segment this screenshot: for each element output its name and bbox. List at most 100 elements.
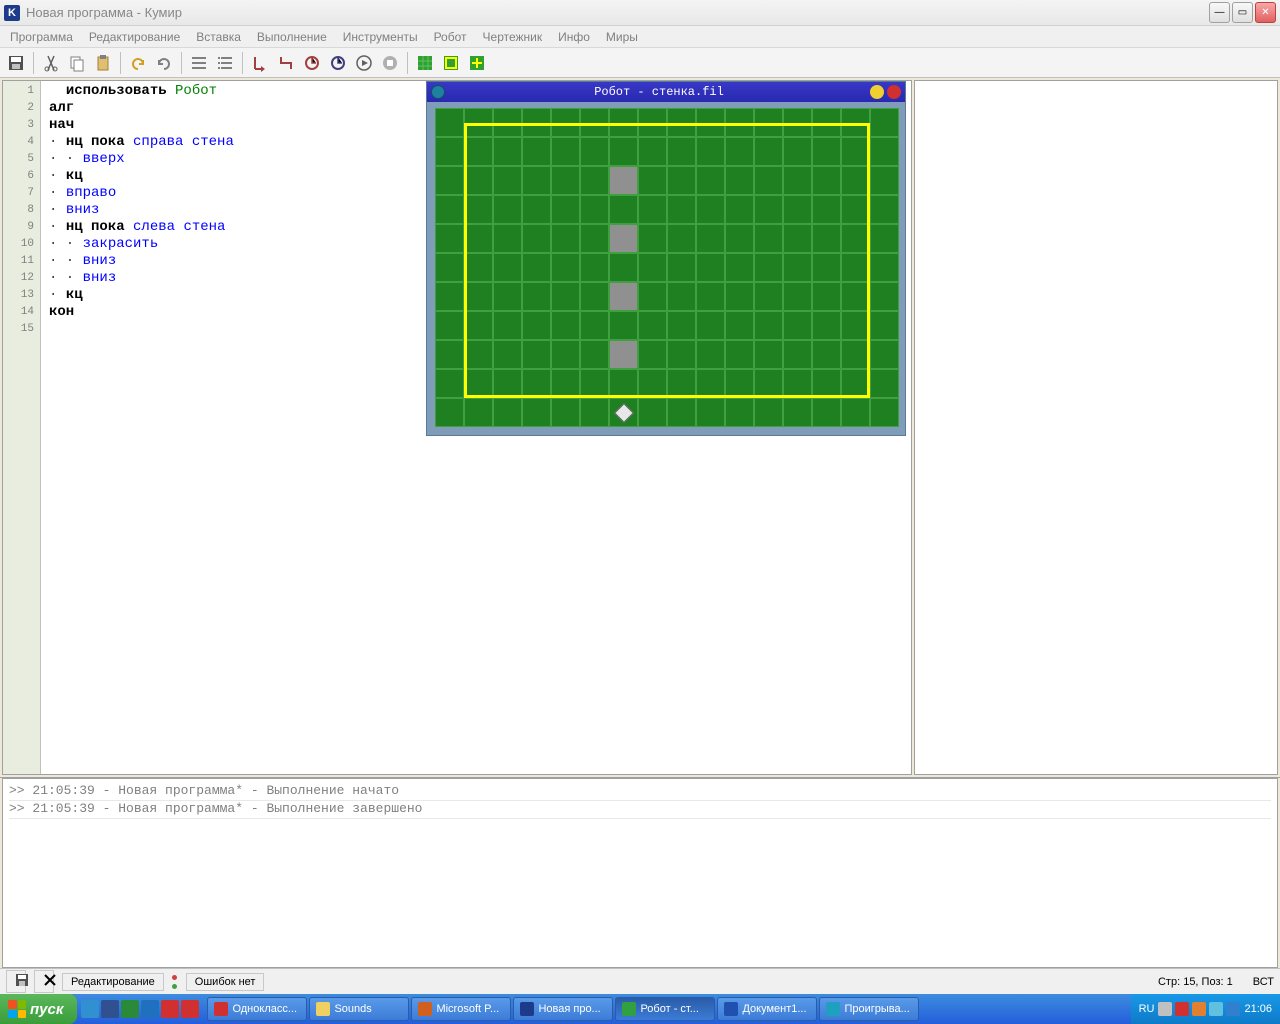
grid-cell	[464, 311, 493, 340]
taskbar: пуск Однокласс... Sounds Microsoft P...Нов…	[0, 994, 1280, 1024]
grid-cell	[812, 108, 841, 137]
grid-cell	[493, 282, 522, 311]
menu-редактирование[interactable]: Редактирование	[83, 28, 186, 46]
grid-cell	[464, 340, 493, 369]
grid-cell	[551, 369, 580, 398]
menu-вставка[interactable]: Вставка	[190, 28, 247, 46]
trace1-button[interactable]	[300, 51, 324, 75]
taskbar-task[interactable]: Проигрыва...	[819, 997, 919, 1021]
trace2-button[interactable]	[326, 51, 350, 75]
robot-minimize-button[interactable]	[870, 85, 884, 99]
taskbar-task[interactable]: Sounds	[309, 997, 409, 1021]
save-button[interactable]	[4, 51, 28, 75]
menu-инфо[interactable]: Инфо	[552, 28, 596, 46]
quick-launch-icon[interactable]	[101, 1000, 119, 1018]
robot-titlebar[interactable]: Робот - стенка.fil	[427, 82, 905, 102]
grid-cell	[435, 108, 464, 137]
taskbar-task[interactable]: Робот - ст...	[615, 997, 715, 1021]
menu-робот[interactable]: Робот	[428, 28, 473, 46]
step-in-button[interactable]	[248, 51, 272, 75]
menu-инструменты[interactable]: Инструменты	[337, 28, 424, 46]
menu-выполнение[interactable]: Выполнение	[251, 28, 333, 46]
tray-icon[interactable]	[1175, 1002, 1189, 1016]
menu-программа[interactable]: Программа	[4, 28, 79, 46]
code-editor[interactable]: Робот - стенка.fil использовать Роботалг…	[41, 81, 911, 774]
menu-миры[interactable]: Миры	[600, 28, 644, 46]
grid-cell	[696, 195, 725, 224]
tray-lang[interactable]: RU	[1139, 1003, 1155, 1015]
filled-cell	[609, 166, 638, 195]
grid-cell	[812, 253, 841, 282]
grid-green-button[interactable]	[413, 51, 437, 75]
grid-cell	[667, 311, 696, 340]
grid-cell	[667, 253, 696, 282]
tray-icon[interactable]	[1209, 1002, 1223, 1016]
redo-button[interactable]	[152, 51, 176, 75]
list2-button[interactable]	[213, 51, 237, 75]
taskbar-task[interactable]: Однокласс...	[207, 997, 307, 1021]
grid-cell	[638, 282, 667, 311]
list1-button[interactable]	[187, 51, 211, 75]
grid-cell	[464, 282, 493, 311]
close-button[interactable]: ✕	[1255, 2, 1276, 23]
grid-cell	[812, 398, 841, 427]
quick-launch-icon[interactable]	[81, 1000, 99, 1018]
taskbar-task[interactable]: Документ1...	[717, 997, 817, 1021]
grid-cell	[435, 369, 464, 398]
grid-cell	[522, 195, 551, 224]
line-number: 1	[3, 83, 40, 100]
undo-button[interactable]	[126, 51, 150, 75]
quick-launch-icon[interactable]	[181, 1000, 199, 1018]
grid-cell	[754, 398, 783, 427]
grid-cell	[435, 340, 464, 369]
task-icon	[724, 1002, 738, 1016]
grid-cell	[638, 253, 667, 282]
run-button[interactable]	[352, 51, 376, 75]
quick-launch-icon[interactable]	[161, 1000, 179, 1018]
task-label: Sounds	[334, 1003, 371, 1015]
save-icon[interactable]	[6, 970, 26, 993]
grid-cell	[725, 282, 754, 311]
grid-cell	[870, 282, 899, 311]
tray-clock[interactable]: 21:06	[1244, 1003, 1272, 1015]
grid-cell	[783, 253, 812, 282]
robot-window[interactable]: Робот - стенка.fil	[426, 81, 906, 436]
line-number: 15	[3, 321, 40, 338]
window-title: Новая программа - Кумир	[26, 5, 1209, 20]
grid-plus-button[interactable]	[465, 51, 489, 75]
grid-cell	[551, 195, 580, 224]
robot-window-title: Робот - стенка.fil	[451, 85, 867, 99]
robot-close-button[interactable]	[887, 85, 901, 99]
quick-launch-icon[interactable]	[121, 1000, 139, 1018]
minimize-button[interactable]: —	[1209, 2, 1230, 23]
tray-icon[interactable]	[1192, 1002, 1206, 1016]
grid-cell	[638, 311, 667, 340]
cut-button[interactable]	[39, 51, 63, 75]
tray-icon[interactable]	[1226, 1002, 1240, 1016]
grid-cell	[870, 369, 899, 398]
taskbar-task[interactable]: Microsoft P...	[411, 997, 511, 1021]
copy-button[interactable]	[65, 51, 89, 75]
menu-чертежник[interactable]: Чертежник	[477, 28, 549, 46]
robot-field[interactable]	[435, 108, 899, 427]
grid-cell	[841, 369, 870, 398]
start-button[interactable]: пуск	[0, 994, 77, 1024]
line-number: 12	[3, 270, 40, 287]
grid-yellow-button[interactable]	[439, 51, 463, 75]
step-over-button[interactable]	[274, 51, 298, 75]
maximize-button[interactable]: ▭	[1232, 2, 1253, 23]
taskbar-task[interactable]: Новая про...	[513, 997, 613, 1021]
cancel-icon[interactable]	[34, 970, 54, 993]
output-console[interactable]: >> 21:05:39 - Новая программа* - Выполне…	[2, 778, 1278, 968]
line-number: 9	[3, 219, 40, 236]
stop-button[interactable]	[378, 51, 402, 75]
quick-launch-icon[interactable]	[141, 1000, 159, 1018]
system-tray: RU 21:06	[1131, 994, 1280, 1024]
tray-icon[interactable]	[1158, 1002, 1172, 1016]
grid-cell	[783, 108, 812, 137]
paste-button[interactable]	[91, 51, 115, 75]
grid-cell	[870, 253, 899, 282]
app-icon: K	[4, 5, 20, 21]
grid-cell	[638, 195, 667, 224]
grid-cell	[667, 108, 696, 137]
